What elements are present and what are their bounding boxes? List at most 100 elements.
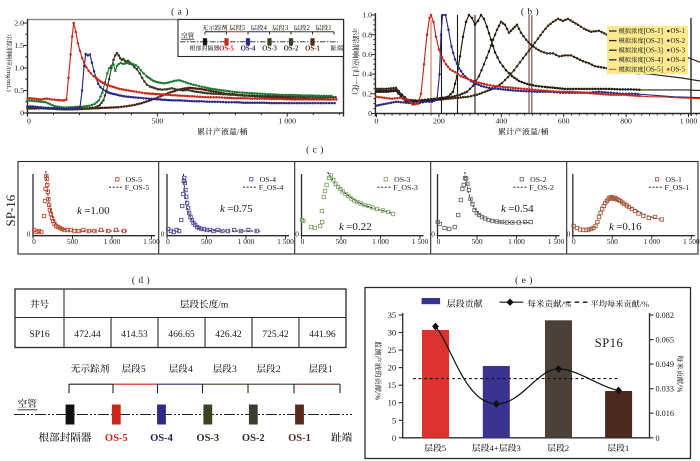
- svg-text:=0.16: =0.16: [616, 221, 642, 233]
- svg-text:OS-5: OS-5: [126, 175, 143, 184]
- svg-text:[OS-3]: [OS-3]: [644, 46, 663, 54]
- svg-text:0: 0: [656, 434, 660, 443]
- svg-text:20: 20: [388, 363, 397, 373]
- svg-text:0: 0: [32, 237, 36, 246]
- svg-text:1.0: 1.0: [362, 11, 372, 20]
- svg-text:0.065: 0.065: [656, 336, 674, 345]
- svg-text:[OS-1]: [OS-1]: [644, 27, 663, 35]
- svg-text:k: k: [77, 205, 83, 217]
- svg-text:F_OS-4: F_OS-4: [259, 183, 284, 192]
- svg-text:OS-2: OS-2: [284, 45, 299, 52]
- svg-text:[OS-4]: [OS-4]: [644, 56, 663, 64]
- svg-text:/m: /m: [218, 300, 229, 311]
- svg-text:OS-5: OS-5: [105, 433, 128, 444]
- svg-text:0: 0: [301, 237, 305, 246]
- svg-text:F_OS-1: F_OS-1: [665, 183, 690, 192]
- svg-text:25: 25: [388, 345, 397, 355]
- svg-text:1: 1: [328, 25, 331, 32]
- svg-text:414.53: 414.53: [121, 329, 148, 340]
- svg-text:0: 0: [161, 230, 165, 239]
- svg-text:): ): [351, 92, 360, 95]
- svg-text:OS-3: OS-3: [262, 45, 277, 52]
- svg-text:2: 2: [307, 25, 311, 32]
- svg-text:OS-2: OS-2: [671, 38, 686, 45]
- svg-text:15: 15: [388, 380, 397, 390]
- svg-text:0: 0: [567, 230, 571, 239]
- svg-text:( e ): ( e ): [515, 275, 533, 286]
- svg-text:35: 35: [388, 310, 397, 320]
- svg-text:=0.22: =0.22: [346, 221, 371, 233]
- svg-text:1.0: 1.0: [14, 63, 24, 72]
- svg-text:500: 500: [471, 237, 482, 246]
- svg-text:OS-1: OS-1: [288, 433, 311, 444]
- svg-text:OS-1: OS-1: [671, 28, 686, 35]
- svg-text:/%: /%: [374, 392, 383, 400]
- svg-text:1 000: 1 000: [680, 117, 698, 126]
- svg-text:[OS-2]: [OS-2]: [644, 37, 663, 45]
- svg-text:500: 500: [67, 237, 78, 246]
- svg-text:30: 30: [388, 328, 397, 338]
- svg-text:1 500: 1 500: [548, 237, 565, 246]
- svg-text:0.049: 0.049: [656, 360, 674, 369]
- svg-text:/(mg/mL): /(mg/mL): [5, 66, 12, 92]
- svg-text:0.2: 0.2: [362, 89, 372, 98]
- svg-text:5: 5: [392, 415, 396, 425]
- svg-text:0: 0: [368, 109, 372, 118]
- svg-text:/: /: [538, 128, 541, 137]
- svg-text:466.65: 466.65: [168, 329, 195, 340]
- svg-text:( b ): ( b ): [521, 7, 539, 18]
- svg-text:SP-16: SP-16: [3, 194, 18, 226]
- svg-text:426.42: 426.42: [215, 329, 242, 340]
- svg-text:( c ): ( c ): [306, 145, 324, 156]
- svg-text:F_OS-3: F_OS-3: [393, 183, 418, 192]
- svg-text:0.6: 0.6: [362, 50, 372, 59]
- svg-text:OS-4: OS-4: [260, 175, 277, 184]
- svg-text:k: k: [339, 221, 345, 233]
- svg-text:OS-5: OS-5: [671, 67, 686, 74]
- svg-text:0: 0: [166, 237, 170, 246]
- svg-text:0.016: 0.016: [656, 409, 674, 418]
- svg-text:( a ): ( a ): [171, 7, 189, 18]
- svg-text:0: 0: [392, 433, 396, 443]
- svg-text:725.42: 725.42: [262, 329, 289, 340]
- svg-text:10: 10: [388, 398, 397, 408]
- svg-text:=0.75: =0.75: [227, 203, 253, 215]
- svg-text:k: k: [609, 221, 615, 233]
- svg-text:/%: /%: [676, 384, 685, 392]
- svg-text:200: 200: [433, 117, 445, 126]
- svg-text:0.5: 0.5: [14, 86, 24, 95]
- svg-text:SP16: SP16: [595, 336, 623, 350]
- svg-text:k: k: [501, 203, 507, 215]
- svg-text:3: 3: [516, 443, 521, 453]
- svg-text:0: 0: [295, 230, 299, 239]
- svg-text:OS-1: OS-1: [665, 175, 682, 184]
- svg-text:2.0: 2.0: [14, 18, 24, 27]
- svg-text:OS-3: OS-3: [394, 175, 411, 184]
- svg-text:3: 3: [285, 25, 289, 32]
- svg-text:1 000: 1 000: [279, 117, 297, 126]
- svg-text:400: 400: [495, 117, 507, 126]
- svg-text:OS-3: OS-3: [196, 433, 219, 444]
- svg-text:1 500: 1 500: [683, 237, 700, 246]
- svg-text:0: 0: [375, 117, 379, 126]
- svg-text:0.033: 0.033: [656, 385, 674, 394]
- svg-text:441.96: 441.96: [309, 329, 336, 340]
- svg-text:(: (: [351, 66, 360, 69]
- svg-text:1.5: 1.5: [14, 41, 24, 50]
- svg-text:1 000: 1 000: [238, 237, 255, 246]
- svg-text:4+: 4+: [489, 443, 498, 453]
- svg-text:OS-3: OS-3: [671, 47, 686, 54]
- svg-text:OS-4: OS-4: [150, 433, 174, 444]
- svg-text:0: 0: [20, 108, 24, 117]
- svg-text:=1.00: =1.00: [84, 205, 110, 217]
- svg-text:1 000: 1 000: [372, 237, 389, 246]
- svg-text:OS-4: OS-4: [241, 45, 256, 52]
- svg-text:F_OS-2: F_OS-2: [529, 183, 554, 192]
- svg-text:0: 0: [437, 237, 441, 246]
- svg-text:[OS-5]: [OS-5]: [644, 66, 663, 74]
- svg-text:OS-5: OS-5: [219, 45, 234, 52]
- svg-text:0: 0: [572, 237, 576, 246]
- svg-text:472.44: 472.44: [74, 329, 101, 340]
- svg-text:2: 2: [276, 364, 281, 375]
- svg-text:1 000: 1 000: [643, 237, 660, 246]
